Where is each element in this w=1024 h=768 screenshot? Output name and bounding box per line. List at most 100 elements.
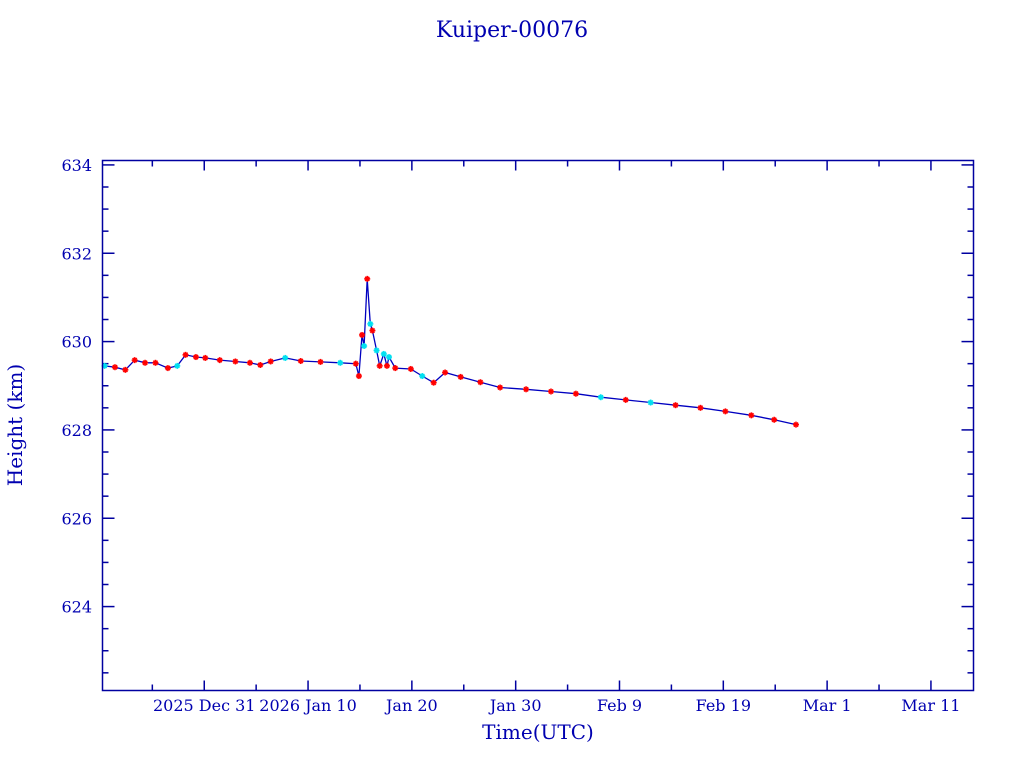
data-point-marker	[267, 358, 274, 365]
marker-stroke	[132, 357, 138, 363]
y-tick-label: 634	[61, 156, 92, 175]
marker-stroke	[386, 354, 392, 360]
y-tick-label: 632	[61, 244, 92, 263]
data-point-marker	[152, 359, 159, 366]
marker-stroke	[182, 352, 189, 358]
marker-stroke	[232, 358, 239, 365]
marker-stroke	[431, 379, 437, 386]
data-point-marker	[383, 362, 390, 369]
marker-stroke	[247, 360, 253, 366]
marker-stroke	[361, 343, 367, 349]
marker-stroke	[408, 366, 414, 372]
data-point-marker	[792, 421, 799, 428]
marker-stroke	[373, 347, 380, 354]
y-tick-label: 626	[61, 509, 92, 528]
y-tick-label: 624	[61, 598, 92, 617]
marker-stroke	[381, 351, 387, 357]
marker-stroke	[369, 327, 376, 334]
data-point-marker	[722, 408, 729, 415]
marker-stroke	[257, 362, 263, 368]
data-point-marker	[407, 365, 414, 372]
marker-stroke	[722, 408, 729, 415]
data-point-marker	[672, 402, 679, 409]
marker-stroke	[748, 412, 755, 419]
marker-stroke	[356, 373, 362, 379]
marker-stroke	[268, 358, 274, 365]
marker-stroke	[142, 360, 148, 366]
data-point-marker	[337, 359, 344, 366]
marker-stroke	[282, 355, 288, 361]
data-point-marker	[442, 369, 449, 376]
data-point-marker	[174, 362, 181, 369]
marker-stroke	[122, 367, 129, 373]
marker-stroke	[793, 421, 799, 428]
marker-stroke	[337, 360, 343, 366]
series-line	[104, 278, 797, 426]
marker-stroke	[298, 358, 304, 364]
x-tick-label: Jan 20	[384, 696, 438, 715]
data-point-marker	[352, 360, 359, 367]
plot-frame	[101, 159, 975, 692]
marker-stroke	[384, 363, 390, 369]
data-point-marker	[380, 350, 387, 357]
data-point-marker	[457, 373, 464, 380]
data-point-marker	[355, 373, 362, 380]
data-point-marker	[202, 354, 209, 361]
data-point-marker	[697, 404, 704, 411]
data-point-marker	[497, 384, 504, 391]
marker-stroke	[202, 355, 208, 361]
marker-stroke	[523, 386, 529, 392]
marker-stroke	[573, 391, 579, 397]
chart-title: Kuiper-00076	[436, 18, 588, 43]
x-axis-label: Time(UTC)	[482, 720, 594, 744]
x-tick-label: 2026 Jan 10	[259, 696, 357, 715]
data-point-marker	[392, 365, 399, 372]
marker-stroke	[623, 397, 629, 403]
data-point-marker	[622, 396, 629, 403]
marker-stroke	[672, 402, 679, 408]
marker-stroke	[392, 365, 398, 371]
data-point-marker	[547, 388, 554, 395]
data-point-marker	[523, 386, 530, 393]
y-axis-label: Height (km)	[3, 364, 27, 486]
marker-stroke	[364, 276, 370, 282]
data-point-marker	[164, 365, 171, 372]
x-tick-labels: 2025 Dec 31 2026 Jan 10 Jan 20 Jan 30 Feb 9 F…	[153, 696, 960, 715]
marker-stroke	[353, 361, 359, 367]
data-point-marker	[419, 373, 426, 380]
y-tick-label: 628	[61, 421, 92, 440]
marker-stroke	[359, 332, 365, 338]
data-point-marker	[282, 354, 289, 361]
data-point-marker	[111, 364, 118, 371]
x-tick-label: Feb 19	[696, 696, 751, 715]
data-point-marker	[246, 359, 253, 366]
marker-stroke	[317, 359, 324, 365]
marker-stroke	[548, 388, 554, 395]
data-point-marker	[192, 354, 199, 361]
data-point-marker	[317, 358, 324, 365]
marker-stroke	[193, 354, 199, 360]
x-tick-label: Mar 11	[901, 696, 960, 715]
data-point-marker	[367, 320, 374, 327]
data-point-marker	[232, 358, 239, 365]
y-tick-label: 630	[61, 333, 92, 352]
marker-stroke	[367, 321, 374, 327]
marker-stroke	[217, 357, 223, 363]
data-point-marker	[376, 362, 383, 369]
data-point-marker	[373, 347, 380, 354]
data-point-marker	[597, 394, 604, 401]
marker-stroke	[419, 373, 425, 379]
marker-stroke	[457, 374, 464, 380]
marker-stroke	[497, 384, 503, 391]
marker-stroke	[112, 364, 118, 370]
data-point-marker	[359, 331, 366, 338]
data-point-marker	[297, 358, 304, 365]
x-tick-label: 2025 Dec 31	[153, 696, 256, 715]
marker-stroke	[174, 363, 180, 369]
marker-stroke	[598, 394, 604, 400]
data-point-marker	[369, 327, 376, 334]
marker-stroke	[771, 417, 777, 423]
axis-ticks	[102, 160, 974, 691]
x-tick-label: Jan 30	[488, 696, 542, 715]
